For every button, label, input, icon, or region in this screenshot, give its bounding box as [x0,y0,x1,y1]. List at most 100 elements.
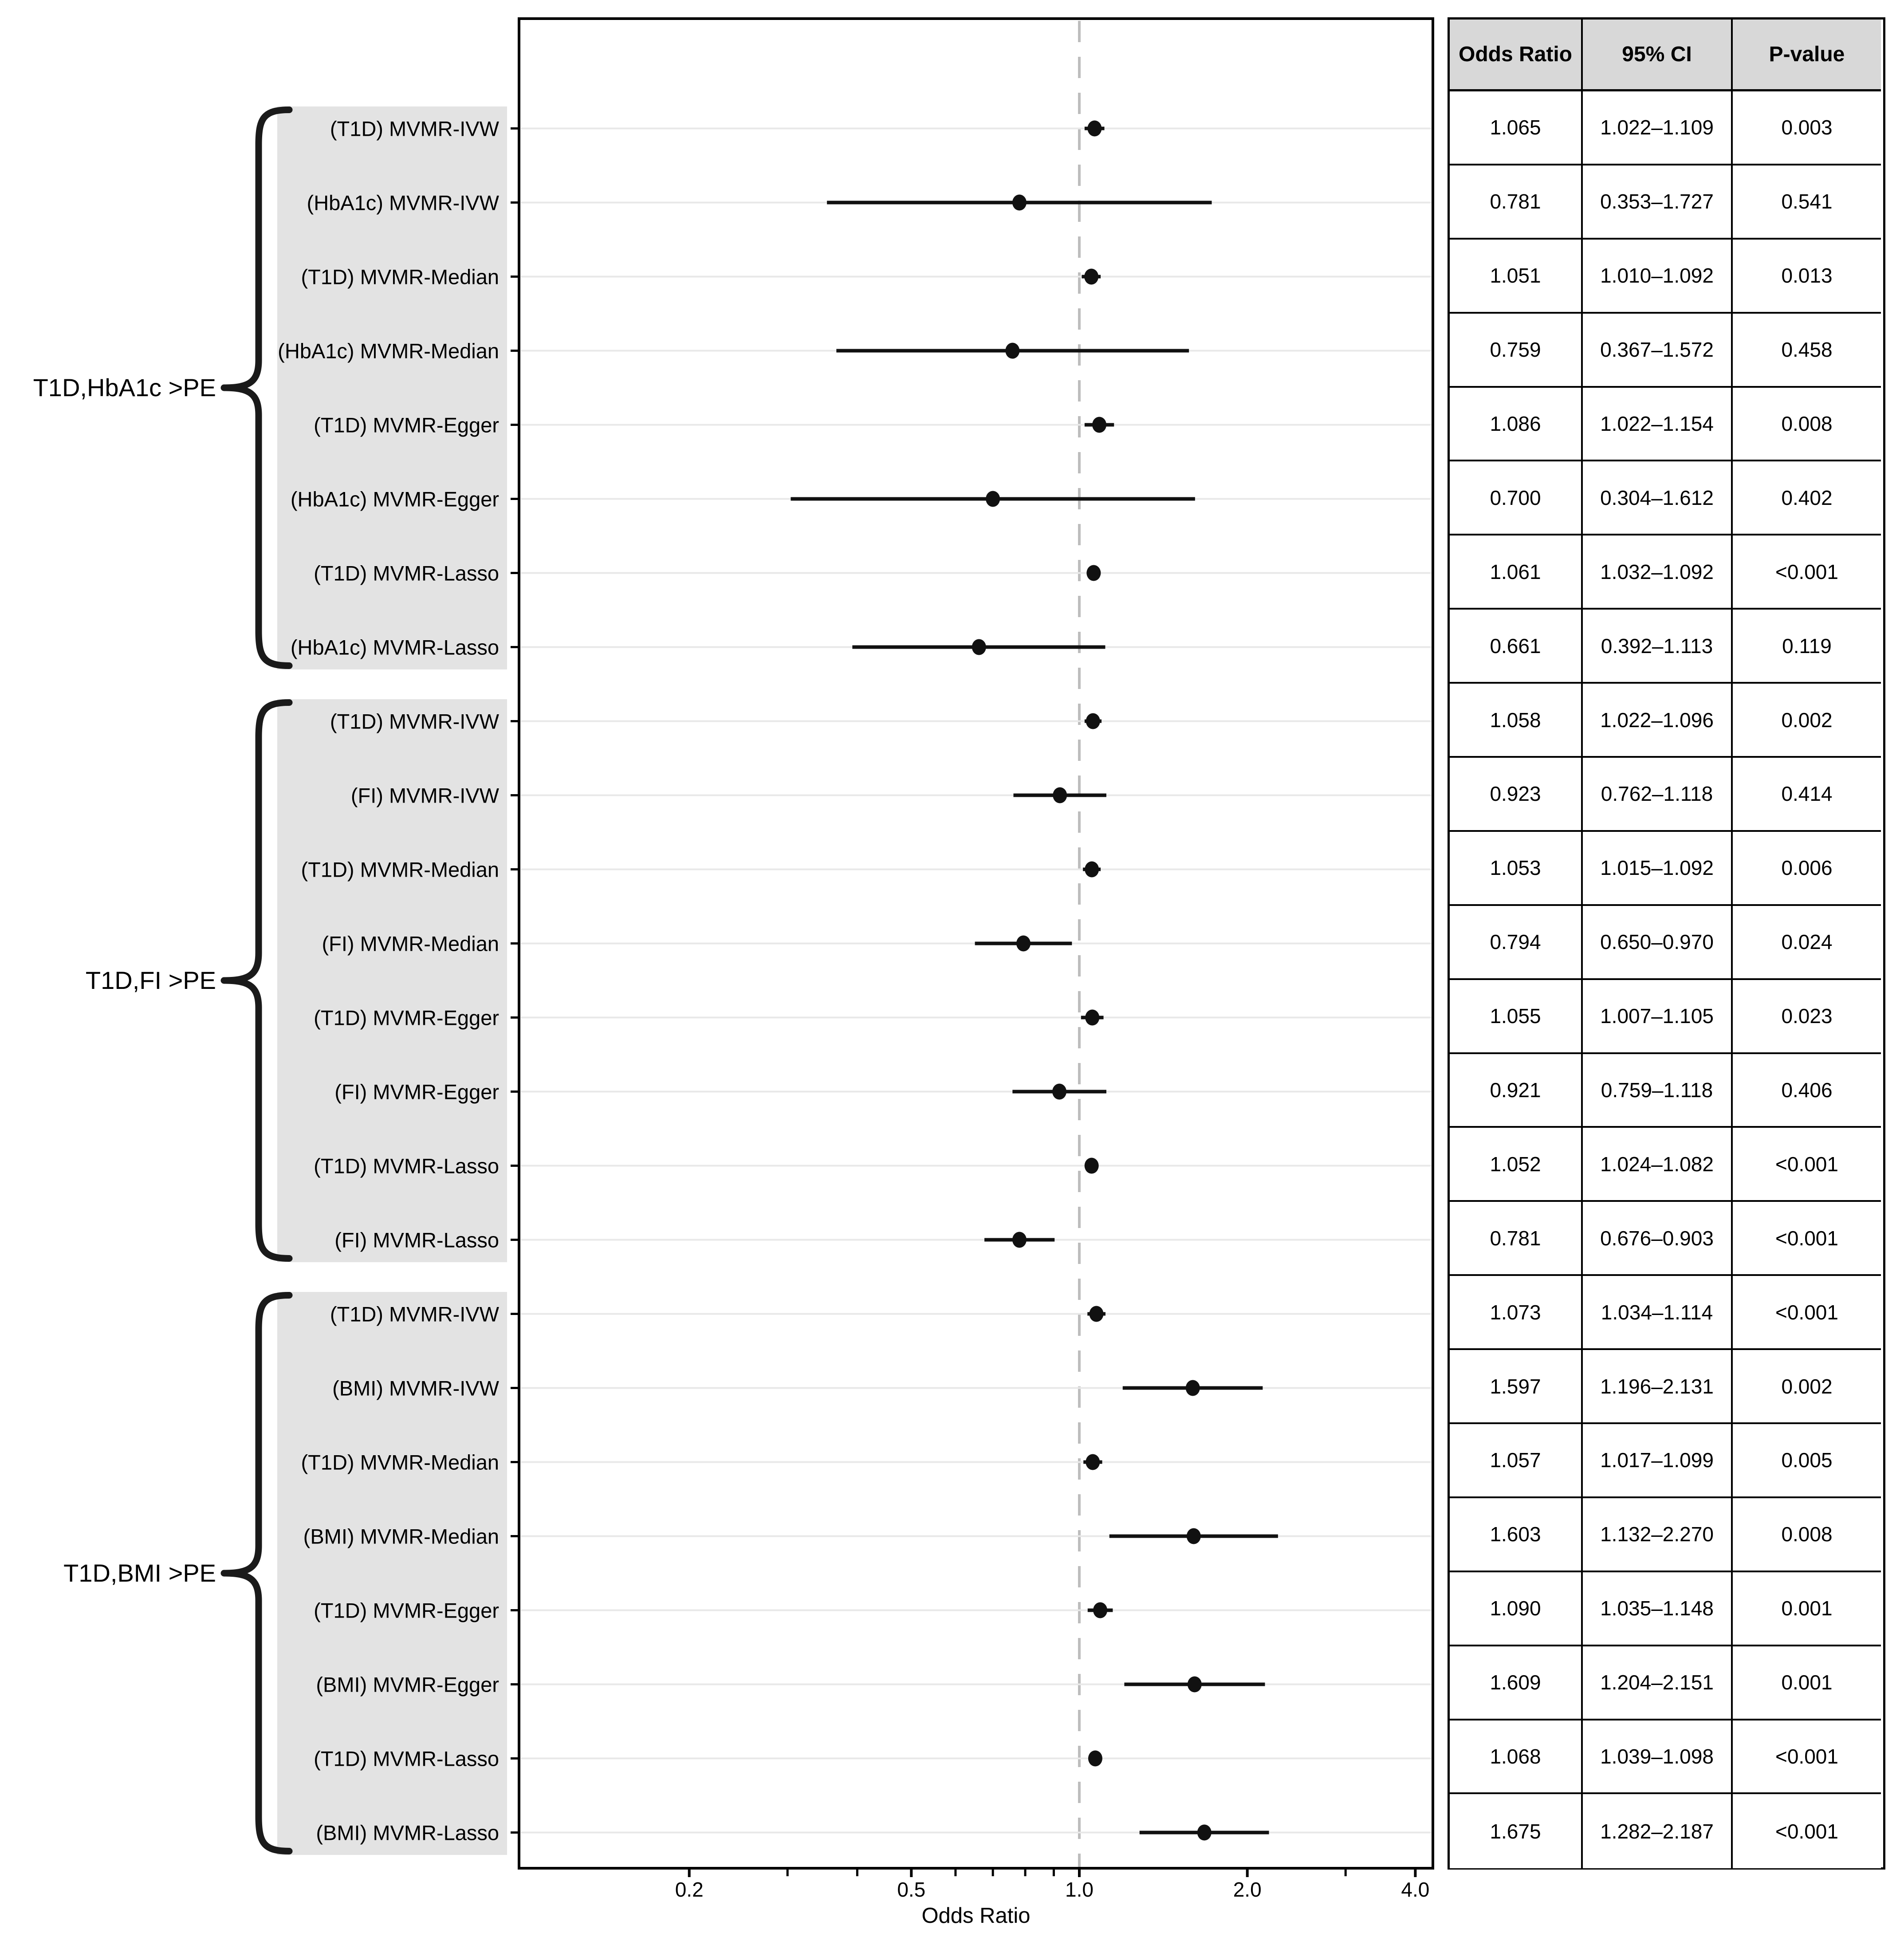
row-label: (T1D) MVMR-Lasso [314,1154,499,1177]
table-cell-p-value: 0.013 [1733,239,1881,314]
table-cell-p-value: 0.414 [1733,758,1881,832]
table-cell-p-value: 0.001 [1733,1572,1881,1646]
table-cell-ci: 0.392–1.113 [1583,610,1733,684]
table-cell-odds-ratio: 1.058 [1450,684,1583,758]
table-cell-odds-ratio: 1.603 [1450,1498,1583,1572]
table-cell-odds-ratio: 1.597 [1450,1350,1583,1425]
table-cell-ci: 0.650–0.970 [1583,905,1733,980]
x-axis-title: Odds Ratio [921,1904,1031,1928]
row-label: (HbA1c) MVMR-Egger [290,487,499,511]
x-tick-label: 1.0 [1065,1878,1094,1901]
table-cell-ci: 1.007–1.105 [1583,980,1733,1054]
table-cell-p-value: <0.001 [1733,1276,1881,1350]
row-label: (T1D) MVMR-Egger [314,1006,499,1029]
table-cell-odds-ratio: 0.759 [1450,313,1583,388]
table-cell-odds-ratio: 1.053 [1450,831,1583,906]
row-label: (HbA1c) MVMR-Median [278,339,499,362]
table-cell-ci: 1.032–1.092 [1583,535,1733,610]
forest-plot-panel [518,17,1434,1870]
row-label: (HbA1c) MVMR-IVW [307,191,499,214]
table-cell-p-value: 0.402 [1733,461,1881,536]
table-cell-odds-ratio: 0.923 [1450,758,1583,832]
row-label: (FI) MVMR-Egger [334,1080,499,1103]
table-cell-p-value: 0.008 [1733,1498,1881,1572]
row-label: (T1D) MVMR-Median [301,265,499,288]
x-tick-label: 0.5 [897,1878,926,1901]
group-label: T1D,HbA1c >PE [33,374,216,402]
row-label: (HbA1c) MVMR-Lasso [290,635,499,659]
table-cell-p-value: 0.406 [1733,1054,1881,1128]
table-cell-odds-ratio: 1.051 [1450,239,1583,314]
table-cell-odds-ratio: 1.057 [1450,1424,1583,1498]
table-cell-ci: 1.022–1.154 [1583,387,1733,462]
row-label: (T1D) MVMR-Lasso [314,561,499,585]
results-table: Odds Ratio 95% CI P-value 1.065 1.022–1.109 0… [1448,17,1885,1870]
row-label: (FI) MVMR-Lasso [334,1228,499,1252]
table-cell-odds-ratio: 1.090 [1450,1572,1583,1646]
table-cell-ci: 0.759–1.118 [1583,1054,1733,1128]
table-cell-odds-ratio: 0.921 [1450,1054,1583,1128]
row-label: (FI) MVMR-IVW [350,783,499,807]
table-cell-ci: 1.035–1.148 [1583,1572,1733,1646]
group-label: T1D,BMI >PE [63,1559,216,1587]
table-cell-ci: 1.204–2.151 [1583,1646,1733,1720]
table-cell-odds-ratio: 0.794 [1450,905,1583,980]
row-label-band-group-2: (T1D) MVMR-IVW (FI) MVMR-IVW (T1D) MVMR-Me… [277,699,507,1262]
x-tick-label: 0.2 [675,1878,704,1901]
table-cell-odds-ratio: 1.675 [1450,1794,1583,1869]
table-cell-ci: 1.282–2.187 [1583,1794,1733,1869]
table-cell-odds-ratio: 1.065 [1450,91,1583,165]
table-cell-ci: 1.034–1.114 [1583,1276,1733,1350]
table-cell-p-value: 0.002 [1733,684,1881,758]
table-cell-odds-ratio: 0.781 [1450,1202,1583,1276]
table-cell-odds-ratio: 1.609 [1450,1646,1583,1720]
table-cell-ci: 0.304–1.612 [1583,461,1733,536]
table-cell-p-value: 0.003 [1733,91,1881,165]
table-cell-odds-ratio: 0.661 [1450,610,1583,684]
table-cell-odds-ratio: 0.700 [1450,461,1583,536]
row-label: (BMI) MVMR-IVW [332,1376,499,1400]
table-cell-ci: 1.010–1.092 [1583,239,1733,314]
table-cell-p-value: 0.024 [1733,905,1881,980]
table-cell-ci: 1.017–1.099 [1583,1424,1733,1498]
table-cell-odds-ratio: 0.781 [1450,165,1583,240]
row-label: (FI) MVMR-Median [322,932,499,955]
table-cell-ci: 1.196–2.131 [1583,1350,1733,1425]
table-header-p-value: P-value [1733,20,1881,91]
table-cell-ci: 1.132–2.270 [1583,1498,1733,1572]
table-cell-p-value: <0.001 [1733,1720,1881,1795]
table-cell-p-value: <0.001 [1733,1202,1881,1276]
table-cell-p-value: 0.006 [1733,831,1881,906]
row-label: (BMI) MVMR-Egger [316,1673,499,1696]
row-label: (T1D) MVMR-Egger [314,413,499,437]
table-cell-p-value: <0.001 [1733,1794,1881,1869]
row-label: (T1D) MVMR-Median [301,858,499,881]
row-label: (T1D) MVMR-IVW [330,709,499,733]
table-cell-ci: 0.676–0.903 [1583,1202,1733,1276]
table-cell-odds-ratio: 1.068 [1450,1720,1583,1795]
table-cell-ci: 0.367–1.572 [1583,313,1733,388]
table-header-odds-ratio: Odds Ratio [1450,20,1583,91]
table-cell-ci: 0.762–1.118 [1583,758,1733,832]
row-label-band-group-3: (T1D) MVMR-IVW (BMI) MVMR-IVW (T1D) MVMR-M… [277,1291,507,1855]
table-cell-odds-ratio: 1.073 [1450,1276,1583,1350]
x-tick-label: 4.0 [1401,1878,1430,1901]
table-cell-p-value: 0.458 [1733,313,1881,388]
table-cell-ci: 1.039–1.098 [1583,1720,1733,1795]
table-cell-ci: 1.015–1.092 [1583,831,1733,906]
row-label: (T1D) MVMR-Egger [314,1598,499,1622]
table-cell-odds-ratio: 1.061 [1450,535,1583,610]
group-label: T1D,FI >PE [85,966,216,994]
table-cell-p-value: 0.541 [1733,165,1881,240]
table-cell-p-value: <0.001 [1733,535,1881,610]
table-cell-p-value: <0.001 [1733,1128,1881,1202]
row-label: (T1D) MVMR-IVW [330,117,499,140]
table-cell-p-value: 0.008 [1733,387,1881,462]
table-cell-odds-ratio: 1.055 [1450,980,1583,1054]
table-cell-p-value: 0.023 [1733,980,1881,1054]
table-cell-p-value: 0.002 [1733,1350,1881,1425]
row-label: (T1D) MVMR-Median [301,1450,499,1474]
row-label-band-group-1: (T1D) MVMR-IVW (HbA1c) MVMR-IVW (T1D) MVMR… [277,106,507,669]
table-cell-p-value: 0.119 [1733,610,1881,684]
